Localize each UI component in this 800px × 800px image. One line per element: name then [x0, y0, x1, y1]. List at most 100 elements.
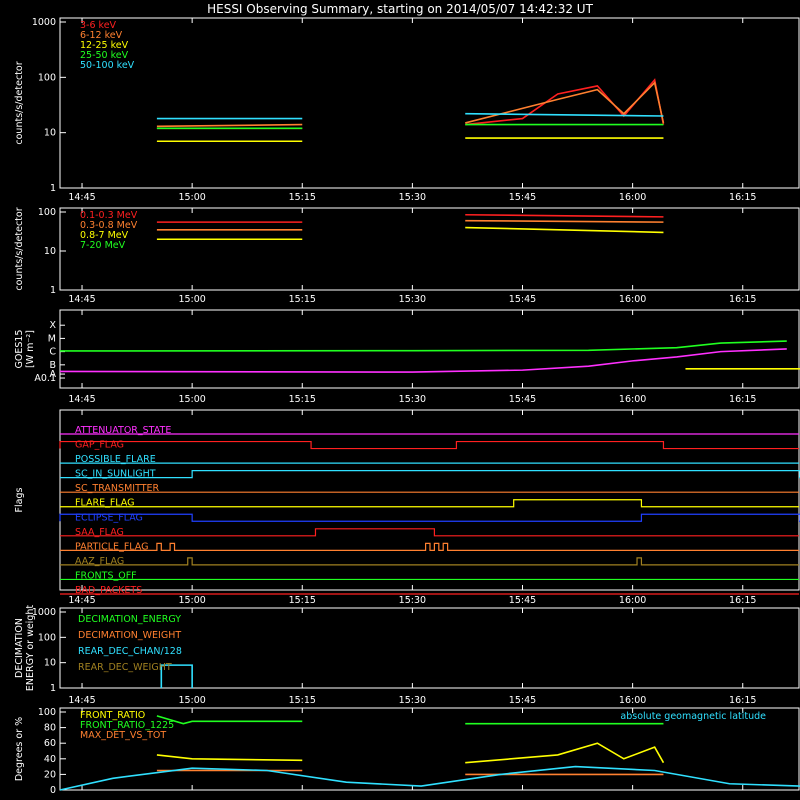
flag-label-fronts-off: FRONTS_OFF: [75, 570, 137, 581]
legend-0-3-0-8-mev: 0.3-0.8 MeV: [80, 220, 138, 231]
legend-25-50-kev: 25-50 keV: [80, 50, 129, 61]
x-tick-label: 14:45: [68, 595, 95, 606]
flag-label-aaz-flag: AAZ_FLAG: [75, 556, 124, 567]
y-tick-label: M: [48, 333, 56, 344]
y-tick-label: 0: [50, 785, 56, 796]
x-tick-label: 16:00: [619, 695, 646, 706]
x-tick-label: 16:00: [619, 595, 646, 606]
panel-frame: [59, 309, 800, 389]
legend-3-6-kev: 3-6 keV: [80, 20, 117, 31]
x-tick-label: 15:30: [399, 294, 426, 305]
y-axis-label: Degrees or %: [14, 717, 25, 781]
panel-frame: [59, 707, 800, 791]
y-tick-label: 1000: [32, 607, 56, 618]
legend-rear-dec-chan-128: REAR_DEC_CHAN/128: [78, 646, 182, 657]
flag-label-eclipse-flag: ECLIPSE_FLAG: [75, 512, 143, 523]
panel-decimation: 14:45 15:00 15:15 15:30 15:45 16:00 16:15 1 10 10…: [14, 605, 800, 706]
x-tick-label: 16:00: [619, 192, 646, 203]
x-tick-label: 15:30: [399, 595, 426, 606]
x-tick-label: 16:00: [619, 294, 646, 305]
flag-label-saa-flag: SAA_FLAG: [75, 527, 124, 538]
series-line-goes-1-0: [59, 348, 787, 373]
y-tick-label: 1000: [32, 17, 56, 28]
x-tick-label: 15:30: [399, 192, 426, 203]
flag-label-sc-transmitter: SC_TRANSMITTER: [75, 483, 160, 494]
x-tick-label: 16:15: [729, 394, 756, 405]
x-tick-label: 15:15: [289, 294, 316, 305]
y-tick-label: A0.1: [34, 373, 56, 384]
y-tick-label: 100: [38, 207, 56, 218]
flag-line-sc-in-sunlight: [60, 470, 800, 479]
panel-flags: 14:45 15:00 15:15 15:30 15:45 16:00 16:15 Flags…: [14, 409, 800, 606]
flag-line-aaz-flag: [60, 557, 799, 566]
y-tick-label: 20: [44, 769, 56, 780]
x-tick-label: 15:45: [509, 294, 536, 305]
series-line-6-12-kev-0: [156, 123, 303, 128]
legend-0-1-0-3-mev: 0.1-0.3 MeV: [80, 210, 138, 221]
legend-12-25-kev: 12-25 keV: [80, 40, 129, 51]
x-tick-label: 15:00: [178, 294, 205, 305]
y-tick-label: 100: [38, 632, 56, 643]
x-tick-label: 15:45: [509, 595, 536, 606]
legend-decimation-weight: DECIMATION_WEIGHT: [78, 630, 181, 641]
legend-front-ratio-1225: FRONT_RATIO_1225: [80, 720, 174, 731]
series-line-3-6-kev-1: [465, 78, 665, 126]
y-tick-label: 1: [50, 285, 56, 296]
legend-rear-dec-weight: REAR_DEC_WEIGHT: [78, 662, 172, 673]
x-tick-label: 15:45: [509, 394, 536, 405]
panel-frame: [59, 607, 800, 689]
legend-0-8-7-mev: 0.8-7 MeV: [80, 230, 129, 241]
x-tick-label: 14:45: [68, 294, 95, 305]
x-tick-label: 16:15: [729, 595, 756, 606]
x-tick-label: 14:45: [68, 394, 95, 405]
flag-label-bad-packets: BAD_PACKETS: [75, 585, 142, 596]
legend-6-12-kev: 6-12 keV: [80, 30, 123, 41]
flag-label-particle-flag: PARTICLE_FLAG: [75, 541, 148, 552]
x-tick-label: 15:30: [399, 394, 426, 405]
series-line-goes-0-0: [59, 340, 787, 352]
panel-high-energy: 14:45 15:00 15:15 15:30 15:45 16:00 16:15 1 10 10…: [14, 207, 800, 305]
flag-label-attenuator-state: ATTENUATOR_STATE: [75, 425, 171, 436]
panel-lightcurve: 14:45 15:00 15:15 15:30 15:45 16:00 16:15 1 10 10…: [14, 17, 800, 203]
panel-goes: 14:45 15:00 15:15 15:30 15:45 16:00 16:15 A0.1A…: [14, 309, 800, 405]
y-axis-label-line2: ENERGY or weight: [25, 605, 36, 691]
y-tick-label: 10: [44, 246, 56, 257]
flag-label-sc-in-sunlight: SC_IN_SUNLIGHT: [75, 469, 156, 480]
x-tick-label: 15:15: [289, 695, 316, 706]
y-tick-label: 100: [38, 707, 56, 718]
x-tick-label: 15:15: [289, 394, 316, 405]
x-tick-label: 14:45: [68, 695, 95, 706]
y-axis-label: Flags: [14, 487, 25, 512]
panel-ratios: 0 20 40 60 80 100 Degrees or % FRONT_RATIOFRONT…: [14, 707, 800, 796]
panel-frame: [59, 207, 800, 291]
legend-50-100-kev: 50-100 keV: [80, 60, 135, 71]
x-tick-label: 15:15: [289, 192, 316, 203]
x-tick-label: 15:00: [178, 394, 205, 405]
series-line-front-ratio-1: [465, 742, 665, 764]
x-tick-label: 15:15: [289, 595, 316, 606]
y-axis-label: GOES15: [14, 330, 25, 369]
series-line-0-8-7-mev-1: [465, 226, 664, 234]
y-tick-label: 60: [44, 738, 56, 749]
series-line-50-100-kev-1: [465, 112, 664, 117]
y-tick-label: 40: [44, 754, 56, 765]
y-tick-label: X: [49, 320, 56, 331]
x-tick-label: 14:45: [68, 192, 95, 203]
series-line-0-1-0-3-mev-1: [465, 213, 664, 218]
panel-frame: [59, 17, 800, 189]
y-tick-label: B: [49, 360, 56, 371]
legend-7-20-mev: 7-20 MeV: [80, 240, 126, 251]
y-axis-unit: [W m⁻²]: [25, 330, 36, 368]
x-tick-label: 16:15: [729, 192, 756, 203]
chart-title: HESSI Observing Summary, starting on 201…: [207, 2, 593, 16]
series-line-0-3-0-8-mev-1: [465, 219, 664, 223]
legend-front-ratio: FRONT_RATIO: [80, 710, 145, 721]
y-tick-label: 1: [50, 683, 56, 694]
flag-line-eclipse-flag: [59, 513, 800, 522]
series-line-front-ratio-1225-0: [156, 715, 303, 725]
flag-line-flare-flag: [60, 499, 799, 508]
flag-line-gap-flag: [59, 440, 799, 450]
legend-max-det-vs-tot: MAX_DET_VS_TOT: [80, 730, 166, 741]
y-axis-label: counts/s/detector: [14, 61, 25, 144]
